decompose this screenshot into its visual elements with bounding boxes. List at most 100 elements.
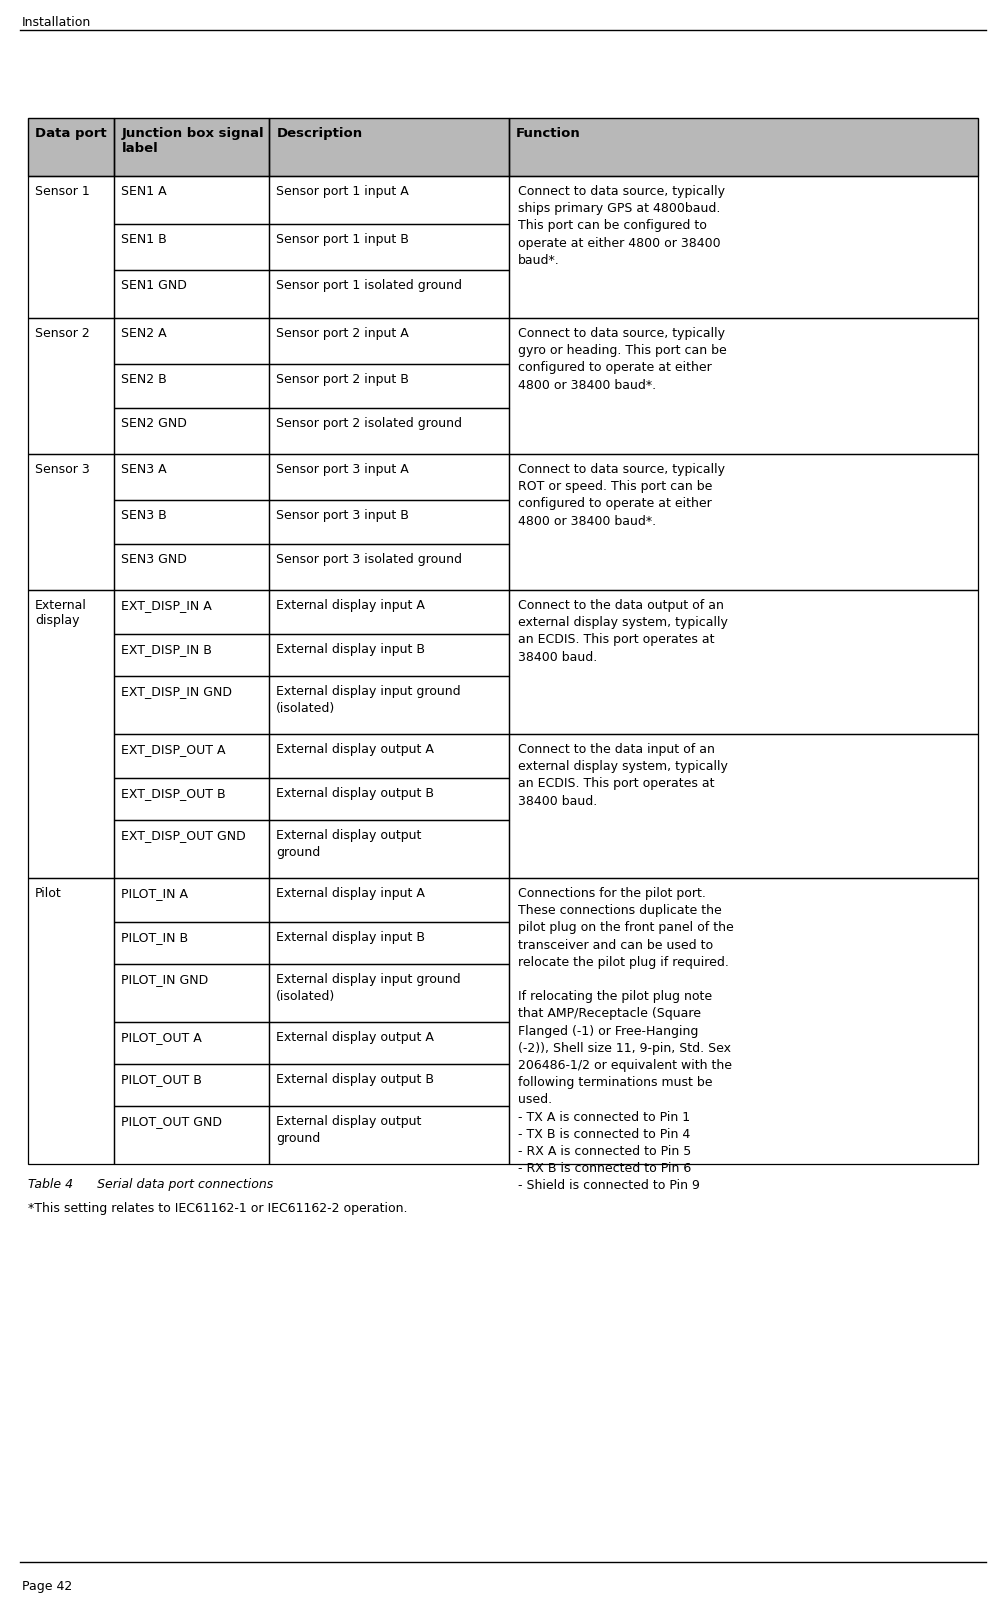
Bar [509, 734, 978, 877]
Bar [115, 633, 270, 675]
Text: Sensor port 2 isolated ground: Sensor port 2 isolated ground [277, 417, 463, 430]
Text: Connect to data source, typically
ships primary GPS at 4800baud.
This port can b: Connect to data source, typically ships … [518, 184, 724, 267]
Bar [270, 633, 509, 675]
Bar [28, 118, 115, 176]
Bar [28, 590, 115, 877]
Bar [115, 777, 270, 819]
Bar [270, 407, 509, 454]
Text: Connect to data source, typically
ROT or speed. This port can be
configured to o: Connect to data source, typically ROT or… [518, 464, 724, 527]
Bar [270, 176, 509, 225]
Text: External display input ground
(isolated): External display input ground (isolated) [277, 685, 461, 714]
Bar [270, 499, 509, 545]
Bar [270, 118, 509, 176]
Text: EXT_DISP_IN A: EXT_DISP_IN A [122, 600, 212, 612]
Text: Sensor port 1 input A: Sensor port 1 input A [277, 184, 409, 199]
Bar [270, 734, 509, 777]
Bar [28, 590, 115, 877]
Text: Page 42: Page 42 [22, 1580, 72, 1593]
Bar [115, 965, 270, 1021]
Bar [28, 318, 115, 454]
Bar [115, 118, 270, 176]
Bar [270, 318, 509, 364]
Bar [115, 545, 270, 590]
Text: SEN3 A: SEN3 A [122, 464, 167, 477]
Text: SEN2 A: SEN2 A [122, 326, 167, 339]
Bar [270, 819, 509, 877]
Text: External display output B: External display output B [277, 1073, 435, 1086]
Text: Data port: Data port [35, 128, 107, 141]
Bar [115, 1063, 270, 1105]
Text: External display output A: External display output A [277, 1031, 435, 1044]
Bar [270, 225, 509, 270]
Text: PILOT_OUT B: PILOT_OUT B [122, 1073, 202, 1086]
Bar [115, 225, 270, 270]
Text: SEN1 B: SEN1 B [122, 233, 167, 246]
Bar [509, 454, 978, 590]
Text: Sensor 1: Sensor 1 [35, 184, 90, 199]
Text: SEN3 GND: SEN3 GND [122, 553, 187, 566]
Bar [270, 407, 509, 454]
Bar [115, 923, 270, 965]
Bar [28, 176, 115, 318]
Text: Sensor port 3 isolated ground: Sensor port 3 isolated ground [277, 553, 463, 566]
Text: Description: Description [277, 128, 362, 141]
Text: Connect to data source, typically
gyro or heading. This port can be
configured t: Connect to data source, typically gyro o… [518, 326, 726, 391]
Bar [270, 270, 509, 318]
Bar [270, 364, 509, 407]
Bar [270, 1063, 509, 1105]
Bar [270, 877, 509, 923]
Bar [115, 499, 270, 545]
Bar [115, 590, 270, 633]
Bar [509, 118, 978, 176]
Bar [115, 734, 270, 777]
Bar [115, 1105, 270, 1164]
Bar [270, 590, 509, 633]
Bar [270, 364, 509, 407]
Bar [115, 1105, 270, 1164]
Text: External display output A: External display output A [277, 743, 435, 756]
Bar [509, 877, 978, 1164]
Bar [115, 270, 270, 318]
Text: EXT_DISP_OUT B: EXT_DISP_OUT B [122, 787, 226, 800]
Bar [115, 675, 270, 734]
Bar [509, 734, 978, 877]
Text: External display input B: External display input B [277, 643, 426, 656]
Text: PILOT_IN GND: PILOT_IN GND [122, 973, 208, 986]
Bar [270, 734, 509, 777]
Text: Sensor port 2 input B: Sensor port 2 input B [277, 373, 409, 386]
Text: Table 4      Serial data port connections: Table 4 Serial data port connections [28, 1178, 274, 1191]
Bar [115, 407, 270, 454]
Text: SEN1 A: SEN1 A [122, 184, 167, 199]
Bar [509, 590, 978, 734]
Bar [509, 877, 978, 1164]
Bar [270, 454, 509, 499]
Text: External display output
ground: External display output ground [277, 829, 422, 860]
Bar [28, 118, 115, 176]
Bar [115, 777, 270, 819]
Text: Connect to the data output of an
external display system, typically
an ECDIS. Th: Connect to the data output of an externa… [518, 600, 727, 664]
Bar [115, 819, 270, 877]
Bar [28, 454, 115, 590]
Bar [115, 965, 270, 1021]
Bar [270, 675, 509, 734]
Text: PILOT_IN A: PILOT_IN A [122, 887, 188, 900]
Bar [28, 318, 115, 454]
Bar [115, 734, 270, 777]
Bar [270, 633, 509, 675]
Bar [115, 364, 270, 407]
Bar [270, 1021, 509, 1063]
Bar [270, 965, 509, 1021]
Text: *This setting relates to IEC61162-1 or IEC61162-2 operation.: *This setting relates to IEC61162-1 or I… [28, 1202, 407, 1215]
Bar [270, 923, 509, 965]
Bar [270, 499, 509, 545]
Bar [270, 1105, 509, 1164]
Text: Sensor 2: Sensor 2 [35, 326, 90, 339]
Text: External display input ground
(isolated): External display input ground (isolated) [277, 973, 461, 1004]
Text: EXT_DISP_OUT A: EXT_DISP_OUT A [122, 743, 226, 756]
Bar [115, 118, 270, 176]
Bar [115, 1021, 270, 1063]
Bar [270, 965, 509, 1021]
Bar [270, 877, 509, 923]
Text: SEN2 B: SEN2 B [122, 373, 167, 386]
Bar [115, 499, 270, 545]
